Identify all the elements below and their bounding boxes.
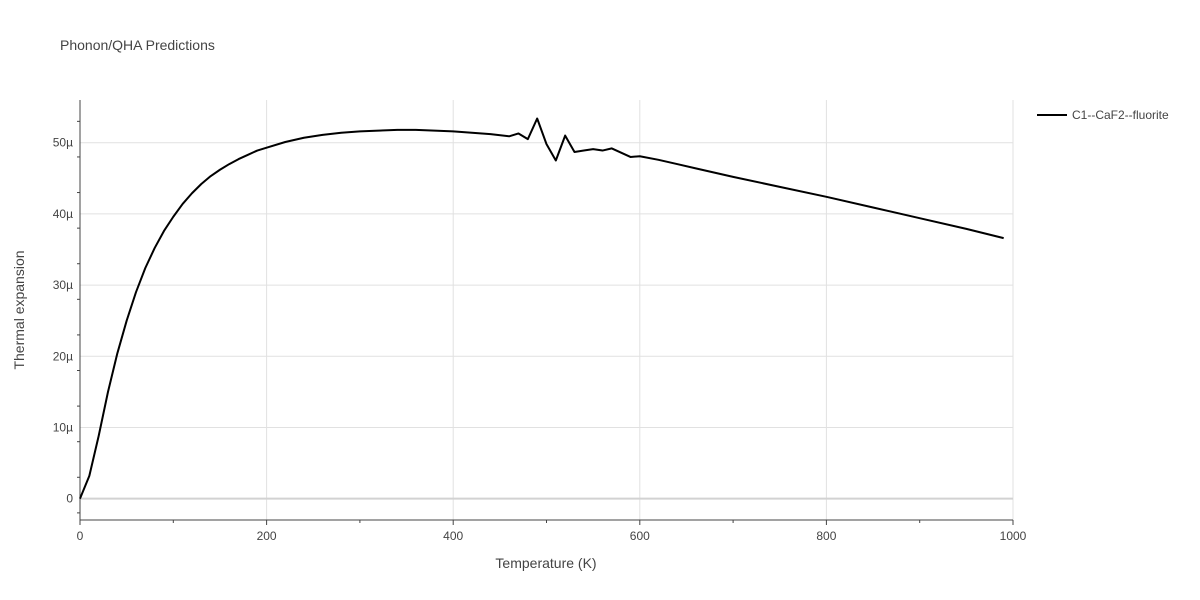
- legend-label: C1--CaF2--fluorite: [1072, 108, 1169, 122]
- x-tick-label: 800: [816, 529, 836, 543]
- x-tick-label: 600: [630, 529, 650, 543]
- y-tick-label: 40µ: [53, 207, 73, 221]
- legend[interactable]: C1--CaF2--fluorite: [1037, 108, 1169, 122]
- series-line: [79, 117, 1004, 500]
- x-tick-label: 0: [77, 529, 84, 543]
- x-tick-label: 200: [257, 529, 277, 543]
- y-axis-title: Thermal expansion: [11, 250, 27, 369]
- grid-layer: [80, 100, 1014, 520]
- y-tick-label: 50µ: [53, 136, 73, 150]
- axis-layer: 0 200 400 600 800 1000 0 10µ 20µ 30µ 40µ 50µ: [53, 100, 1027, 543]
- y-tick-label: 30µ: [53, 278, 73, 292]
- chart-title: Phonon/QHA Predictions: [60, 37, 215, 53]
- series-layer: [79, 117, 1004, 500]
- y-tick-label: 10µ: [53, 420, 73, 434]
- y-tick-label: 20µ: [53, 349, 73, 363]
- x-tick-label: 1000: [1000, 529, 1027, 543]
- x-tick-label: 400: [443, 529, 463, 543]
- x-axis-title: Temperature (K): [495, 555, 596, 571]
- y-tick-label: 0: [66, 492, 73, 506]
